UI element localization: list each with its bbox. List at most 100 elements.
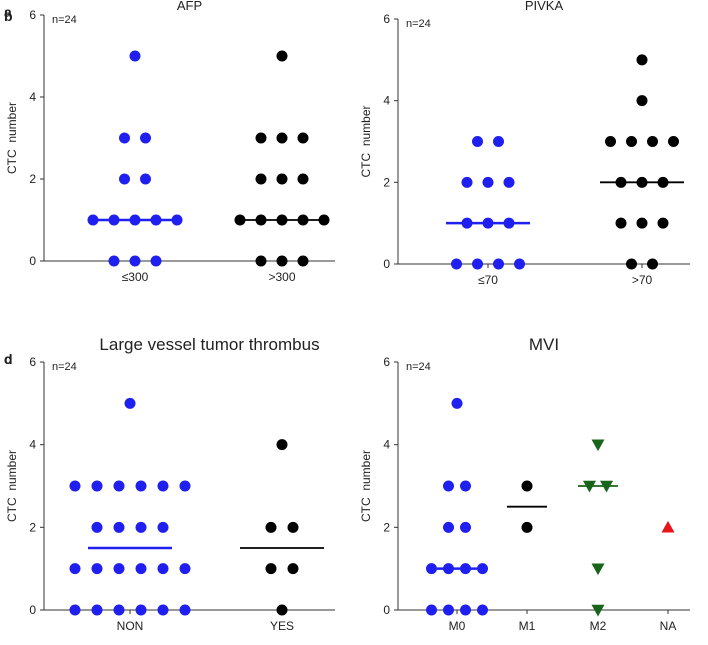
y-tick-label: 2	[383, 175, 390, 189]
data-point	[297, 173, 309, 185]
data-point	[451, 397, 463, 409]
panel-label: b	[4, 8, 13, 24]
data-point	[276, 50, 288, 62]
data-point	[426, 604, 437, 616]
data-point	[135, 521, 147, 533]
data-point	[461, 176, 473, 188]
y-tick-label: 2	[29, 520, 36, 534]
data-point	[140, 173, 151, 185]
data-point	[179, 604, 191, 616]
data-point	[276, 255, 288, 267]
y-axis-label: CTC number	[359, 105, 373, 177]
data-point	[521, 521, 533, 533]
data-point	[91, 563, 103, 575]
y-tick-label: 0	[383, 257, 390, 271]
data-point	[265, 521, 277, 533]
data-point	[647, 136, 658, 147]
y-axis-label: CTC number	[5, 102, 19, 174]
data-point	[443, 521, 454, 533]
data-point	[460, 521, 471, 533]
y-axis-label: CTC number	[5, 450, 19, 522]
y-tick-label: 2	[29, 172, 36, 186]
data-point	[113, 480, 125, 492]
x-tick-label: M2	[590, 619, 607, 633]
data-point	[276, 604, 288, 616]
data-point	[287, 563, 299, 575]
y-tick-label: 4	[29, 438, 36, 452]
data-point	[514, 258, 525, 270]
data-point	[91, 480, 103, 492]
data-point	[255, 255, 267, 267]
annotation: n=24	[52, 14, 77, 26]
data-point	[477, 604, 488, 616]
x-tick-label: M0	[449, 619, 466, 633]
data-point	[135, 480, 147, 492]
x-tick-label: YES	[270, 619, 294, 633]
y-tick-label: 0	[29, 603, 36, 617]
data-point	[91, 604, 103, 616]
data-point	[157, 563, 169, 575]
data-point	[91, 521, 103, 533]
data-point	[443, 480, 454, 492]
data-point	[119, 173, 130, 185]
annotation: n=24	[52, 361, 77, 373]
data-point	[426, 563, 437, 575]
data-point	[482, 176, 494, 188]
data-point	[460, 480, 471, 492]
x-tick-label: NA	[660, 619, 677, 633]
y-tick-label: 0	[383, 603, 390, 617]
panel-label: a	[4, 4, 12, 20]
data-point	[108, 255, 120, 267]
data-point	[135, 563, 147, 575]
data-point	[276, 173, 288, 185]
data-point	[287, 521, 299, 533]
y-tick-label: 6	[383, 355, 390, 369]
data-point	[626, 258, 637, 270]
data-point	[493, 136, 504, 147]
data-point	[521, 480, 533, 492]
data-point	[472, 136, 483, 147]
data-point	[626, 136, 637, 147]
data-point	[657, 217, 669, 229]
data-point	[179, 480, 191, 492]
panel-label: c	[4, 351, 12, 367]
data-point	[157, 480, 169, 492]
chart-title: AFP	[177, 0, 202, 13]
y-axis-label: CTC number	[359, 450, 373, 522]
y-tick-label: 6	[383, 12, 390, 26]
chart-title: Large vessel tumor thrombus	[99, 335, 319, 354]
y-tick-label: 6	[29, 8, 36, 22]
chart-title: PIVKA	[525, 0, 564, 13]
data-point	[647, 258, 658, 270]
data-point	[69, 604, 81, 616]
data-point	[255, 132, 267, 144]
x-tick-label: >70	[632, 273, 653, 287]
panel-label: d	[4, 351, 13, 367]
data-point	[129, 255, 141, 267]
data-point	[157, 604, 169, 616]
data-point	[493, 258, 504, 270]
annotation: n=24	[406, 18, 431, 30]
data-point	[615, 217, 627, 229]
data-point	[135, 604, 147, 616]
x-tick-label: ≤70	[478, 273, 498, 287]
data-point	[460, 604, 471, 616]
data-point	[591, 439, 605, 452]
data-point	[636, 95, 648, 107]
data-point	[69, 480, 81, 492]
chart-title: MVI	[529, 335, 559, 354]
y-tick-label: 4	[29, 90, 36, 104]
data-point	[503, 176, 515, 188]
data-point	[591, 604, 605, 617]
data-point	[443, 604, 454, 616]
data-point	[113, 563, 125, 575]
data-point	[591, 563, 605, 576]
y-tick-label: 4	[383, 438, 390, 452]
data-point	[297, 132, 309, 144]
data-point	[119, 132, 130, 144]
data-point	[157, 521, 169, 533]
data-point	[605, 136, 616, 147]
data-point	[150, 255, 162, 267]
data-point	[276, 439, 288, 451]
